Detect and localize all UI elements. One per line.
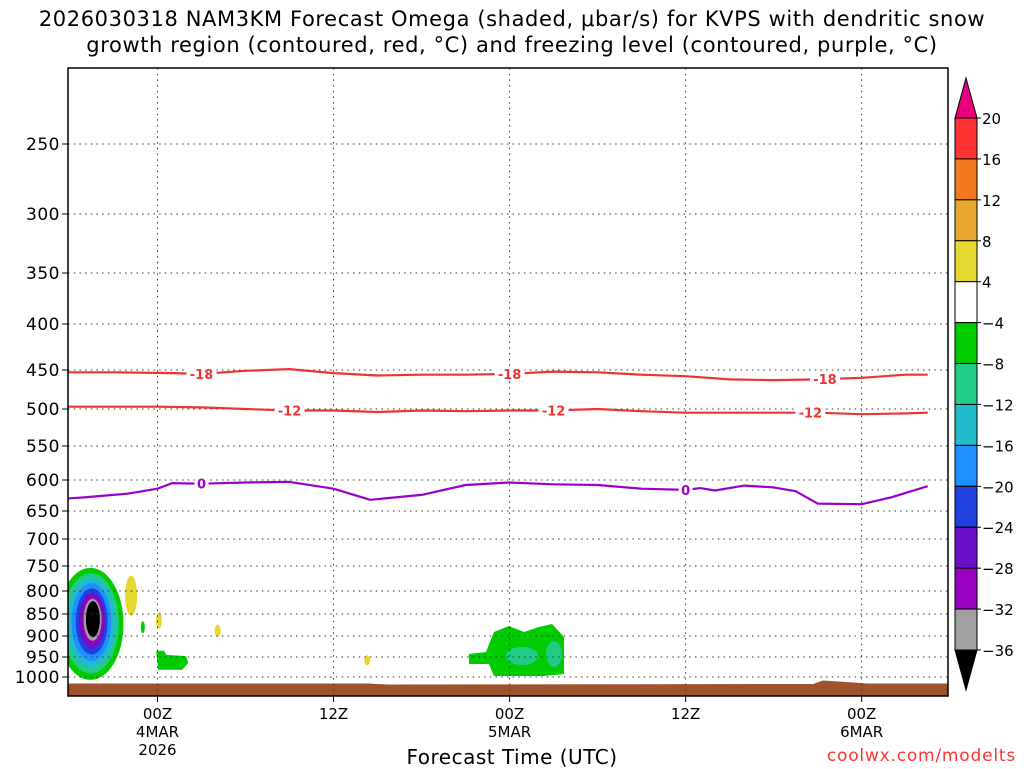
omega-cell-core — [505, 646, 538, 665]
contour-label: -18 — [813, 373, 837, 388]
omega-cell-ring — [85, 601, 100, 638]
colorbar-bin — [954, 526, 978, 569]
contour-label-bg — [678, 482, 693, 497]
colorbar-label: 4 — [982, 274, 992, 292]
x-axis-label: Forecast Time (UTC) — [406, 745, 618, 769]
y-tick-label: 250 — [26, 135, 60, 155]
contour-label: -12 — [278, 404, 302, 419]
plot-frame — [67, 67, 949, 697]
x-tick-label: 12Z — [671, 705, 700, 723]
colorbar-bin — [954, 403, 978, 446]
y-tick-label: 950 — [26, 648, 60, 668]
colorbar-label: −8 — [982, 356, 1004, 374]
colorbar-bin — [954, 322, 978, 365]
colorbar-label: −4 — [982, 315, 1004, 333]
colorbar-label: −16 — [982, 437, 1014, 455]
colorbar-label: −28 — [982, 560, 1014, 578]
colorbar-bin — [954, 363, 978, 405]
x-tick-label: 00Z — [495, 705, 524, 723]
contour-label: -12 — [542, 404, 566, 419]
y-tick-label: 1000 — [15, 668, 60, 688]
colorbar: 20 16 12 8 4 −4 −8 −12 −16 −20 −24 −28 −32 −36 — [954, 76, 1014, 692]
colorbar-bin — [954, 281, 978, 324]
colorbar-label: −20 — [982, 478, 1014, 496]
credit-link[interactable]: coolwx.com/modelts — [826, 746, 1016, 766]
chart-title-line1: 2026030318 NAM3KM Forecast Omega (shaded… — [38, 7, 986, 31]
x-tick-label: 00Z — [847, 705, 876, 723]
chart-title-line2: growth region (contoured, red, °C) and f… — [86, 33, 938, 57]
omega-cell-positive — [214, 624, 221, 637]
y-tick-label: 800 — [26, 582, 60, 602]
colorbar-label: −24 — [982, 519, 1014, 537]
omega-cell-positive — [364, 655, 371, 666]
omega-cell — [156, 650, 189, 670]
colorbar-label: −36 — [982, 642, 1014, 660]
colorbar-bin — [954, 444, 978, 487]
y-tick-label: 350 — [26, 264, 60, 284]
contour-label: -18 — [498, 368, 522, 383]
x-tick-label: 6MAR — [840, 723, 883, 741]
colorbar-bin — [954, 117, 978, 160]
colorbar-bottom-arrow — [954, 649, 978, 692]
x-tick-label: 00Z — [143, 705, 172, 723]
colorbar-label: 12 — [982, 192, 1001, 210]
colorbar-bin — [954, 485, 978, 528]
colorbar-bin — [954, 608, 978, 651]
contour-label-bg — [494, 366, 525, 381]
colorbar-label: 20 — [982, 110, 1001, 128]
x-tick-label: 5MAR — [488, 723, 531, 741]
contour-label-bg — [538, 403, 569, 418]
y-tick-label: 450 — [26, 361, 60, 381]
contour-label: -18 — [190, 368, 214, 383]
colorbar-label: 8 — [982, 233, 992, 251]
y-tick-label: 500 — [26, 400, 60, 420]
colorbar-bin — [954, 158, 978, 201]
x-tick-label: 2026 — [138, 741, 176, 759]
omega-cell-positive — [155, 612, 162, 629]
y-tick-label: 700 — [26, 530, 60, 550]
contour-label: 0 — [681, 484, 690, 499]
omega-cell-small — [140, 621, 145, 634]
contour-label: -12 — [799, 407, 823, 422]
colorbar-label: −12 — [982, 396, 1014, 414]
y-tick-label: 400 — [26, 315, 60, 335]
colorbar-label: −32 — [982, 601, 1014, 619]
contour-label-bg — [186, 366, 217, 381]
y-tick-label: 600 — [26, 471, 60, 491]
y-tick-label: 900 — [26, 627, 60, 647]
colorbar-bin — [954, 240, 978, 283]
y-tick-label: 850 — [26, 605, 60, 625]
x-tick-label: 4MAR — [136, 723, 179, 741]
contour-label-bg — [795, 405, 826, 420]
y-tick-label: 650 — [26, 502, 60, 522]
contour-label-bg — [194, 476, 209, 491]
y-tick-label: 550 — [26, 437, 60, 457]
contour-label-bg — [809, 372, 840, 387]
ground-band — [68, 680, 948, 696]
colorbar-top-arrow — [954, 76, 978, 119]
contour-label: 0 — [197, 478, 206, 493]
omega-cell-core — [545, 640, 562, 667]
colorbar-bin — [954, 199, 978, 242]
contour-label-bg — [274, 403, 305, 418]
colorbar-label: 16 — [982, 151, 1001, 169]
omega-cell-positive — [125, 575, 138, 616]
y-tick-label: 300 — [26, 205, 60, 225]
colorbar-bin — [954, 567, 978, 610]
contour-line — [68, 480, 929, 506]
contour-line — [68, 368, 928, 382]
y-tick-label: 750 — [26, 557, 60, 577]
x-tick-label: 12Z — [319, 705, 348, 723]
